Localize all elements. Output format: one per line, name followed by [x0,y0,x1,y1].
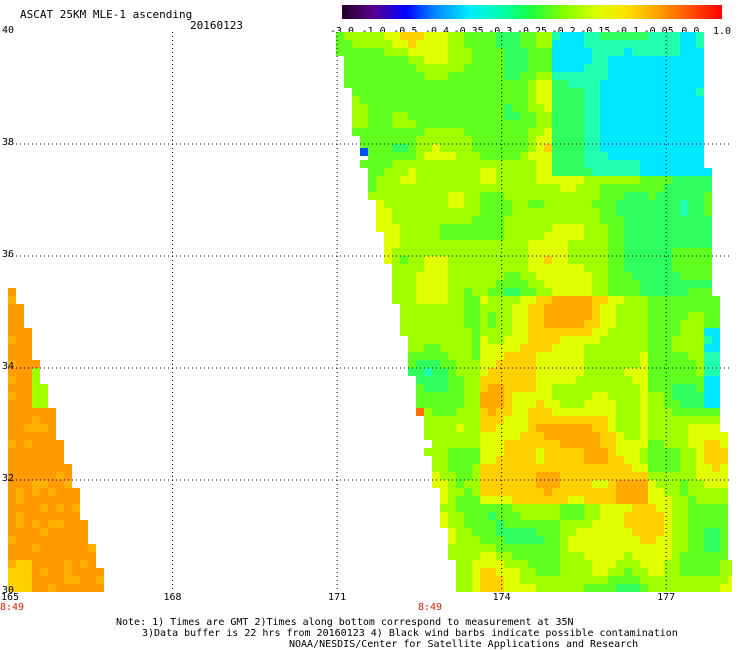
color-scale-bar [342,5,722,19]
longitude-label: 177 [657,592,676,603]
color-scale-tick-label: -0.5 [393,26,418,37]
latitude-label: 38 [2,137,15,148]
longitude-label: 171 [328,592,347,603]
color-scale-tick-label: -1.0 [361,26,386,37]
color-scale-tick-label: 1.0 [712,26,732,37]
latitude-label: 40 [2,25,15,36]
color-scale-tick-label: -0.3 [488,26,513,37]
map-title: ASCAT 25KM MLE-1 ascending [20,8,193,21]
swath-cells-west [8,288,104,592]
latitude-label: 34 [2,361,15,372]
map-date: 20160123 [190,19,243,32]
longitude-label: 174 [492,592,511,603]
graticule [8,32,732,592]
longitude-label: 168 [163,592,182,603]
longitude-label: 165 [0,592,20,603]
swath-time-center: 8:49 [417,602,443,613]
color-scale-tick-label: -0.25 [516,26,548,37]
color-scale-tick-label: -0.2 [551,26,576,37]
latitude-label: 36 [2,249,15,260]
note-line-2: 3)Data buffer is 22 hrs from 20160123 4)… [142,628,678,639]
color-scale-gradient [342,5,722,19]
color-scale-tick-label: -3.0 [329,26,355,37]
wind-quality-swath-map [8,32,732,592]
swath-time-left: 8:49 [0,602,25,613]
color-scale-tick-label: -0.35 [453,26,484,37]
color-scale-tick-label: 0.0 [681,26,700,37]
color-scale-tick-label: -0.15 [580,26,611,37]
swath-cells [336,32,732,592]
color-scale-tick-label: -0.1 [614,26,640,37]
note-line-1: Note: 1) Times are GMT 2)Times along bot… [116,617,574,628]
note-line-3: NOAA/NESDIS/Center for Satellite Applica… [289,639,639,650]
latitude-label: 32 [2,473,15,484]
latitude-label: 30 [2,585,15,596]
color-scale-tick-label: -0.05 [643,26,674,37]
color-scale-tick-label: -0.4 [424,26,450,37]
